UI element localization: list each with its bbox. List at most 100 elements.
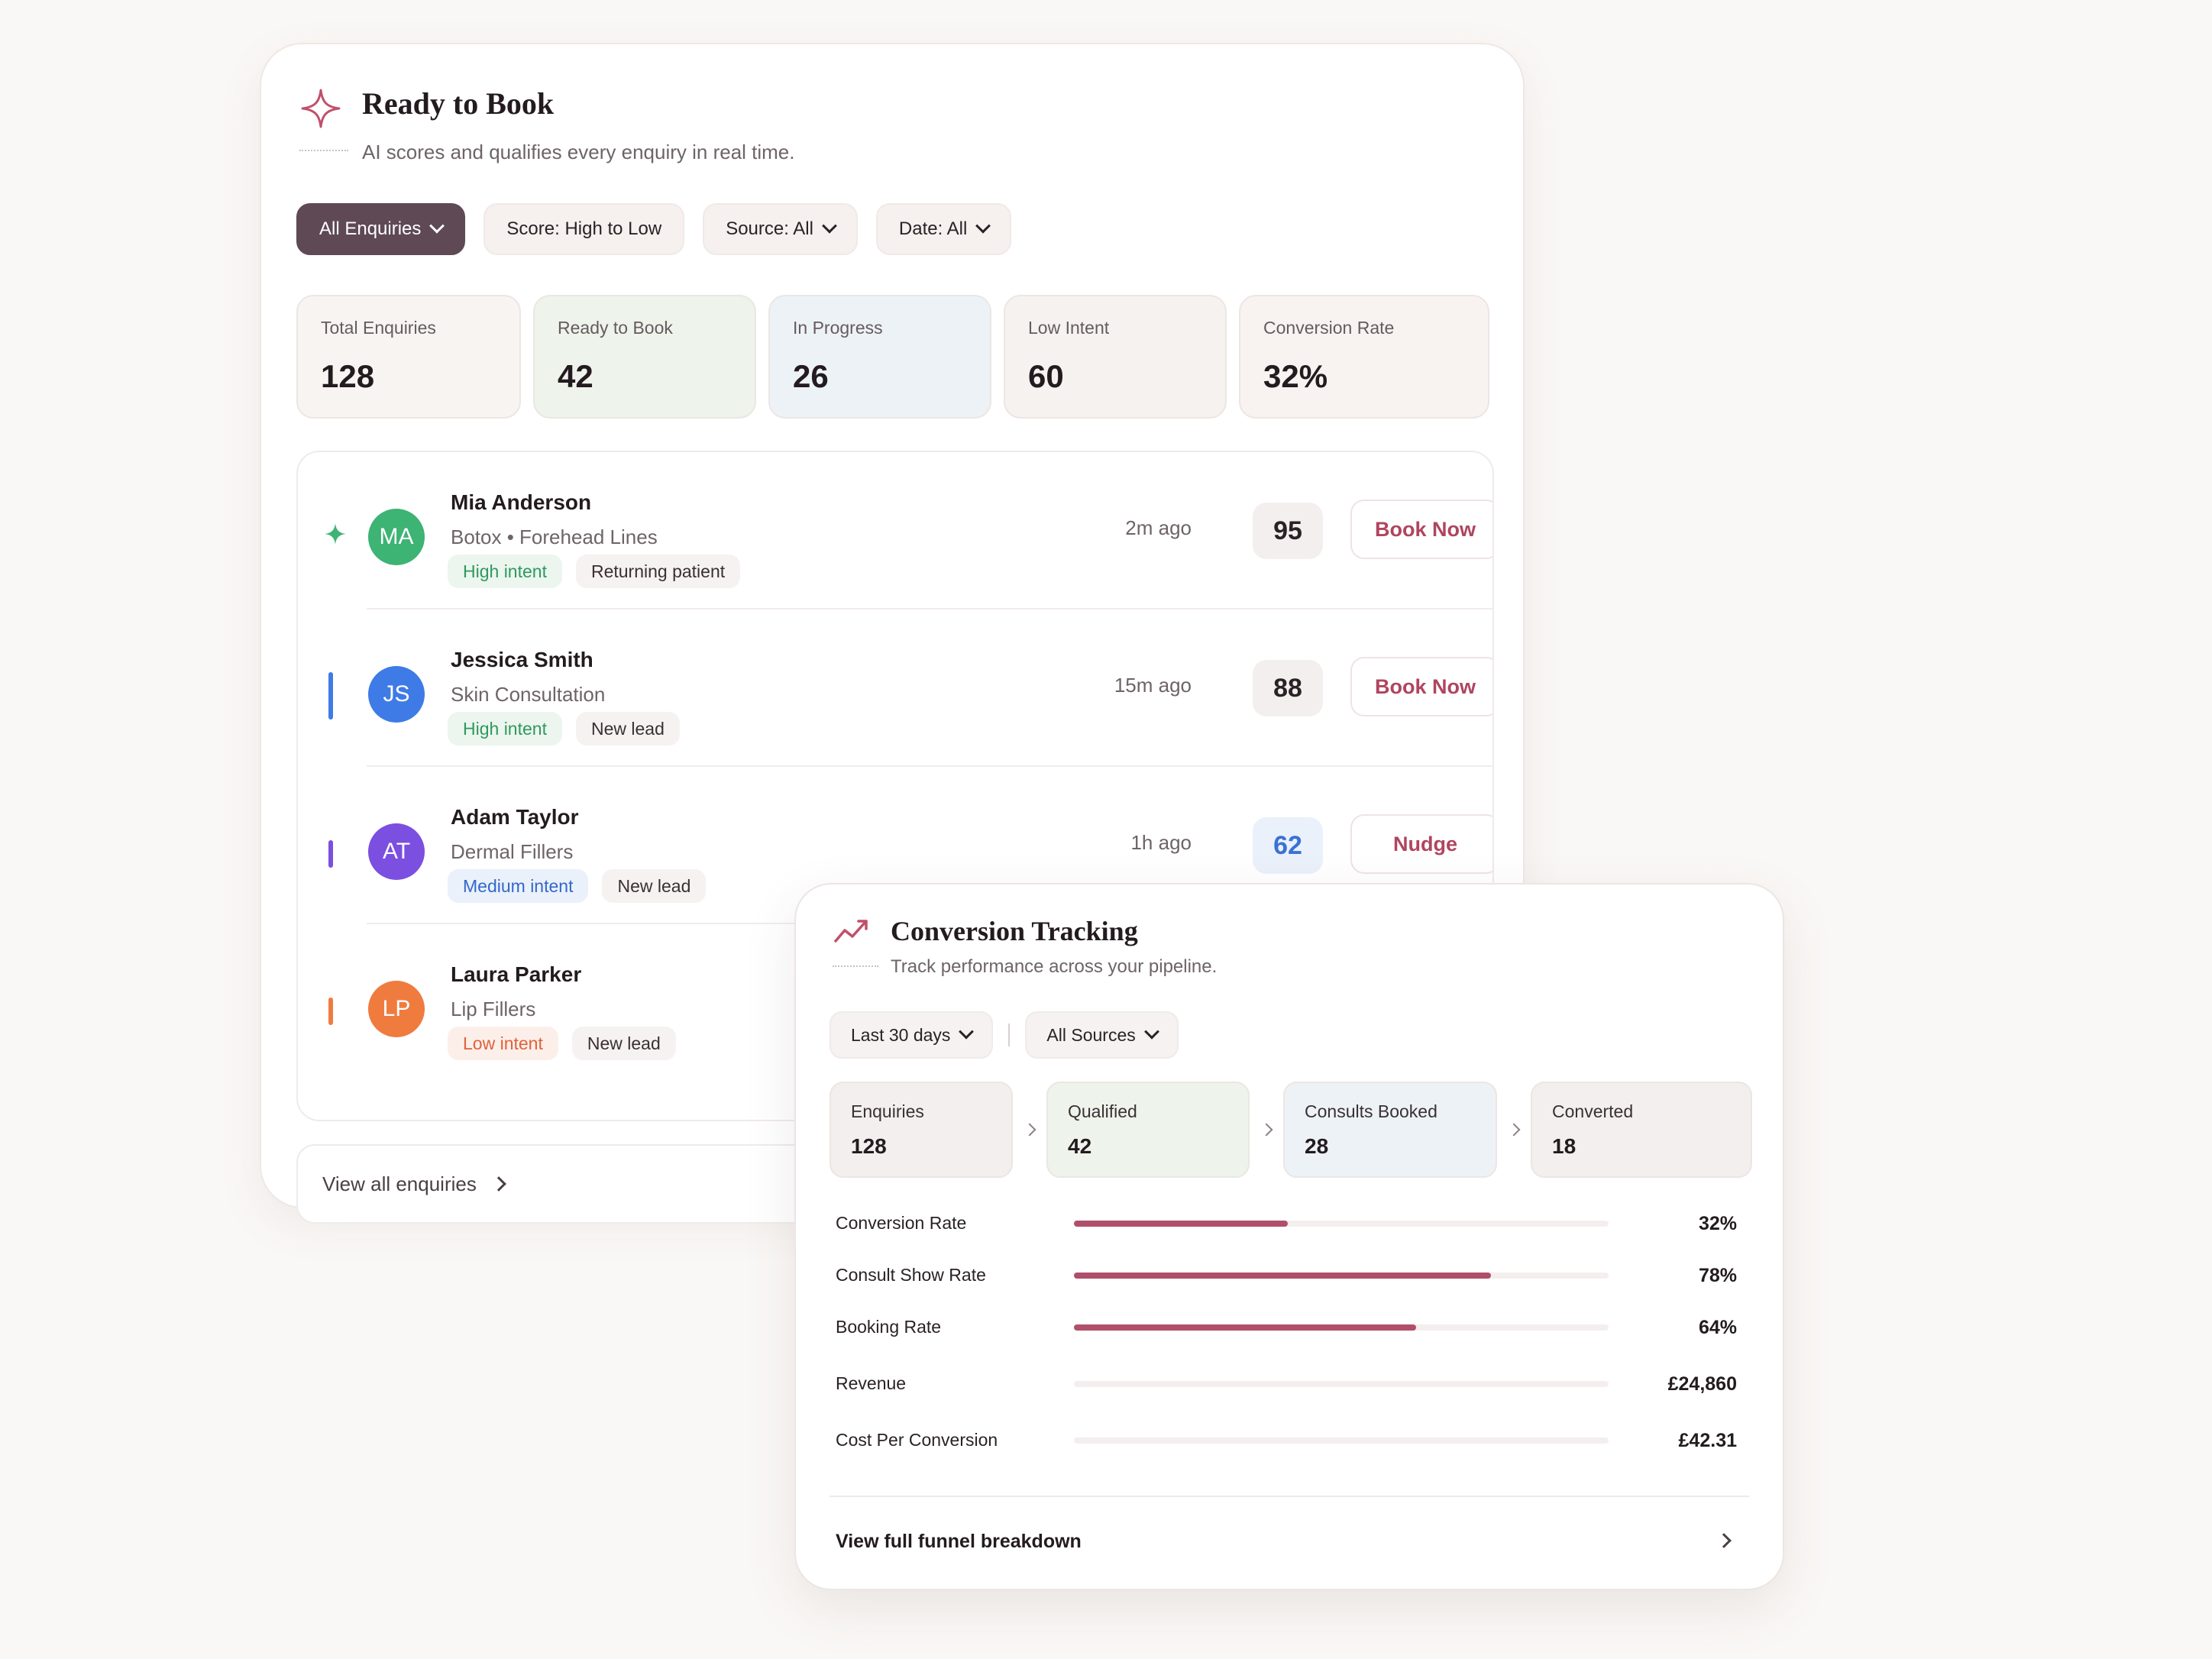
divider [367,765,1492,767]
funnel-stage-converted: Converted 18 [1531,1082,1752,1178]
funnel-stage-enquiries: Enquiries 128 [830,1082,1013,1178]
stat-in-progress: In Progress 26 [768,295,991,419]
filter-label: Date: All [898,218,968,239]
card-title: Conversion Tracking [891,916,1138,946]
chevron-down-icon [822,218,837,234]
enquiry-time: 15m ago [1114,674,1192,697]
sparkle-icon [301,89,341,128]
stat-low-intent: Low Intent 60 [1004,295,1227,419]
enquiry-row[interactable]: LP Laura Parker Lip Fillers Low intent N… [298,924,1492,1082]
score-badge: 62 [1253,817,1323,874]
progress-fill [1074,1273,1491,1279]
chevron-right-icon[interactable] [1716,1533,1732,1548]
filter-label: All Sources [1046,1024,1136,1045]
filter-label: Last 30 days [851,1024,951,1045]
row-marker [328,998,333,1025]
metric-row: Conversion Rate 32% [836,1213,1737,1265]
filter-source[interactable]: Source: All [703,203,858,255]
metric-row: Booking Rate 64% [836,1317,1737,1373]
funnel-value: 42 [1068,1134,1092,1158]
status-badge: New lead [602,869,707,903]
progress-track [1074,1437,1609,1444]
enquiry-row[interactable]: MA Mia Anderson Botox • Forehead Lines H… [298,452,1492,610]
divider [1008,1024,1011,1046]
metric-row: Cost Per Conversion £42.31 [836,1430,1737,1482]
funnel-row: Enquiries 128 Qualified 42 Consults Book… [830,1082,1752,1178]
stat-ready-to-book: Ready to Book 42 [533,295,756,419]
divider [367,608,1492,610]
enquiry-treatment: Lip Fillers [451,998,536,1020]
filter-all-enquiries[interactable]: All Enquiries [296,203,466,255]
enquiry-treatment: Skin Consultation [451,683,606,706]
decorative-mark [299,150,348,154]
intent-badge: High intent [448,555,562,588]
funnel-label: Converted [1552,1101,1634,1121]
funnel-stage-consults-booked: Consults Booked 28 [1283,1082,1497,1178]
chevron-right-icon [1497,1123,1531,1137]
chevron-down-icon [429,218,445,234]
enquiry-row[interactable]: AT Adam Taylor Dermal Fillers Medium int… [298,767,1492,924]
view-all-label: View all enquiries [322,1172,477,1195]
card-subtitle: AI scores and qualifies every enquiry in… [362,141,795,163]
tag-group: Medium intent New lead [448,869,707,903]
metric-label: Booking Rate [836,1317,942,1337]
stat-value: 128 [321,358,375,394]
intent-badge: High intent [448,712,562,745]
stat-value: 26 [793,358,829,394]
enquiry-treatment: Botox • Forehead Lines [451,526,658,548]
sparkle-icon [325,523,346,545]
trend-up-icon [834,920,868,943]
filter-date[interactable]: Date: All [875,203,1012,255]
metric-value: 78% [1698,1265,1737,1286]
funnel-value: 128 [851,1134,887,1158]
status-badge: New lead [571,1027,676,1060]
stats-row: Total Enquiries 128 Ready to Book 42 In … [296,295,1489,419]
tag-group: Low intent New lead [448,1027,676,1060]
filter-label: Score: High to Low [506,218,662,239]
funnel-value: 28 [1305,1134,1329,1158]
progress-track [1074,1381,1609,1387]
filter-bar: All Enquiries Score: High to Low Source:… [296,203,1012,255]
book-now-button[interactable]: Book Now [1350,500,1492,559]
avatar: JS [368,666,425,723]
decorative-mark [833,965,878,970]
filter-score-sort[interactable]: Score: High to Low [483,203,685,255]
chevron-right-icon [490,1176,506,1192]
stat-label: Total Enquiries [321,318,436,338]
metric-row: Revenue £24,860 [836,1373,1737,1430]
stat-label: Ready to Book [558,318,673,338]
chevron-down-icon [959,1024,975,1040]
stat-value: 32% [1263,358,1328,394]
stat-label: In Progress [793,318,883,338]
filter-sources[interactable]: All Sources [1025,1011,1179,1059]
stat-label: Conversion Rate [1263,318,1395,338]
progress-track [1074,1273,1609,1279]
stat-value: 60 [1028,358,1064,394]
status-badge: New lead [575,712,680,745]
intent-badge: Low intent [448,1027,558,1060]
chevron-right-icon [1013,1123,1046,1137]
metric-label: Conversion Rate [836,1213,967,1233]
card-subtitle: Track performance across your pipeline. [891,956,1218,977]
metric-label: Revenue [836,1373,907,1393]
metric-value: 32% [1698,1213,1737,1234]
filter-date-range[interactable]: Last 30 days [830,1011,994,1059]
tag-group: High intent New lead [448,712,680,745]
enquiry-row[interactable]: JS Jessica Smith Skin Consultation High … [298,610,1492,767]
funnel-label: Consults Booked [1305,1101,1437,1121]
status-badge: Returning patient [575,555,741,588]
row-marker [328,840,333,868]
view-funnel-breakdown-link[interactable]: View full funnel breakdown [836,1531,1082,1552]
stat-label: Low Intent [1028,318,1110,338]
book-now-button[interactable]: Book Now [1350,657,1492,716]
metric-value: £24,860 [1667,1373,1737,1395]
funnel-value: 18 [1552,1134,1577,1158]
filter-label: Source: All [726,218,813,239]
filter-label: All Enquiries [319,218,422,239]
score-badge: 95 [1253,503,1323,559]
nudge-button[interactable]: Nudge [1350,814,1492,874]
metric-value: £42.31 [1678,1430,1737,1451]
progress-track [1074,1324,1609,1331]
chevron-down-icon [1143,1024,1159,1040]
enquiry-name: Jessica Smith [451,648,593,671]
